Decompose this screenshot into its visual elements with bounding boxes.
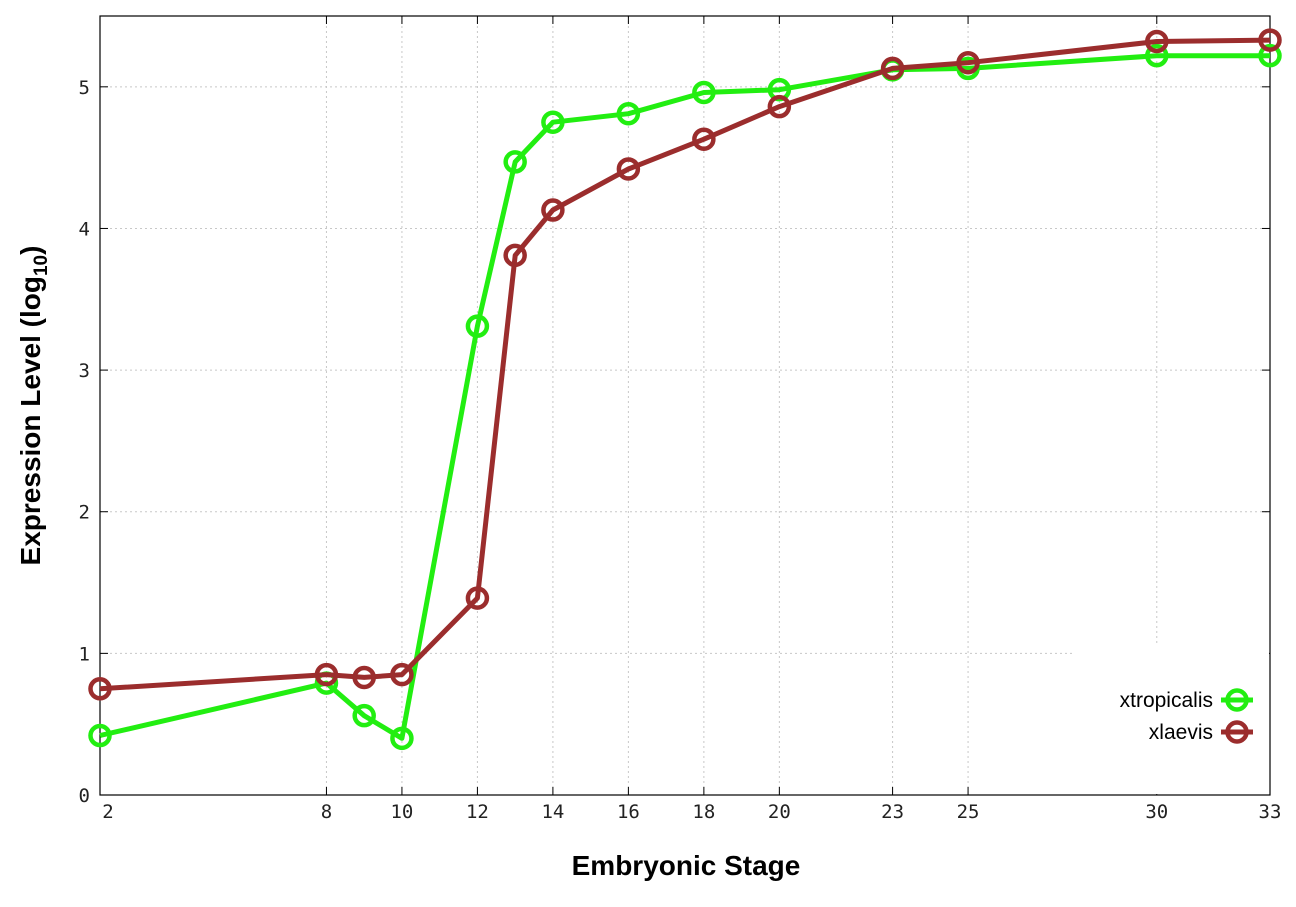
y-axis-title-close: ) xyxy=(15,246,46,255)
y-tick-label: 1 xyxy=(79,643,90,665)
data-point xyxy=(541,198,565,222)
data-point xyxy=(1145,29,1169,54)
data-point xyxy=(465,314,490,338)
legend-background xyxy=(1072,645,1269,794)
data-point xyxy=(541,110,565,134)
series-xlaevis xyxy=(88,28,1282,701)
data-point xyxy=(314,662,339,687)
data-point xyxy=(1258,28,1282,52)
series-xtropicalis xyxy=(88,43,1282,751)
x-tick-label: 33 xyxy=(1259,801,1282,823)
data-point xyxy=(88,723,112,748)
y-tick-label: 2 xyxy=(79,502,90,524)
data-point xyxy=(692,127,716,151)
x-tick-label: 14 xyxy=(541,801,564,823)
legend-label: xlaevis xyxy=(1149,721,1213,744)
x-tick-label: 2 xyxy=(102,801,113,823)
y-tick-label: 5 xyxy=(79,77,90,99)
y-tick-label: 4 xyxy=(79,218,90,240)
data-point xyxy=(1258,43,1282,68)
data-point xyxy=(352,703,376,728)
x-tick-label: 12 xyxy=(466,801,489,823)
series-group xyxy=(88,28,1282,751)
x-tick-label: 25 xyxy=(957,801,980,823)
y-axis-title-subscript: 10 xyxy=(31,255,52,276)
data-point xyxy=(390,662,414,687)
x-axis-title: Embryonic Stage xyxy=(572,850,801,881)
y-tick-label: 3 xyxy=(79,360,90,382)
y-axis-title-main: Expression Level (log xyxy=(15,276,46,565)
series-line xyxy=(99,53,1270,741)
data-point xyxy=(352,665,376,690)
data-point xyxy=(503,150,527,174)
data-point xyxy=(616,157,641,181)
data-point xyxy=(692,80,716,105)
series-line xyxy=(99,37,1271,692)
x-tick-label: 18 xyxy=(692,801,715,823)
legend-label: xtropicalis xyxy=(1120,689,1213,712)
data-point xyxy=(390,726,414,751)
x-tick-label: 20 xyxy=(768,801,791,823)
data-point xyxy=(956,50,980,75)
data-point xyxy=(465,586,490,610)
data-point xyxy=(767,94,792,119)
x-tick-label: 23 xyxy=(881,801,904,823)
x-tick-label: 16 xyxy=(617,801,640,823)
data-point xyxy=(88,677,112,701)
x-tick-label: 10 xyxy=(390,801,413,823)
legend-marker xyxy=(1225,720,1249,744)
data-point xyxy=(880,56,905,81)
legend: xtropicalis xlaevis xyxy=(1072,645,1269,794)
x-tick-label: 30 xyxy=(1145,801,1168,823)
data-point xyxy=(1145,43,1169,68)
legend-marker xyxy=(1225,688,1249,712)
data-point xyxy=(503,243,527,268)
plot-frame xyxy=(99,15,1271,796)
y-axis-title: Expression Level (log10) xyxy=(15,246,52,566)
x-tick-label: 8 xyxy=(321,801,332,823)
y-tick-label: 0 xyxy=(79,785,90,807)
data-point xyxy=(616,101,641,126)
